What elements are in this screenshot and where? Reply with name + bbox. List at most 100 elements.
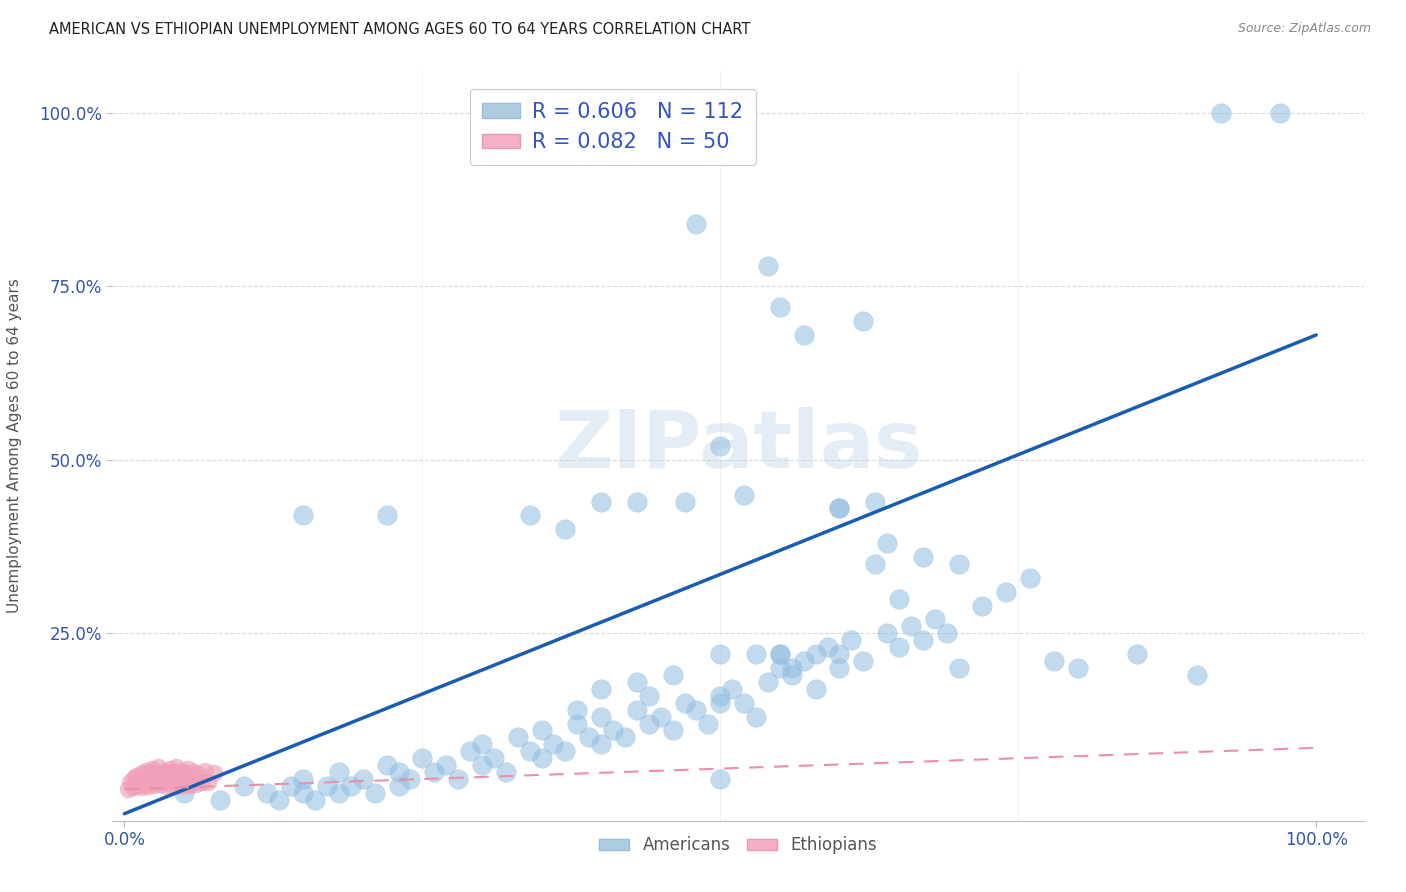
Point [852, 314, 875, 328]
Point [626, 674, 648, 689]
Point [948, 557, 970, 571]
Point [780, 668, 803, 682]
Point [434, 758, 457, 772]
Point [423, 765, 446, 780]
Point [159, 762, 181, 776]
Point [482, 751, 505, 765]
Point [554, 522, 576, 536]
Point [387, 765, 409, 780]
Point [122, 771, 145, 785]
Point [173, 778, 195, 792]
Point [578, 731, 600, 745]
Point [1126, 647, 1149, 661]
Point [128, 778, 150, 792]
Point [709, 772, 731, 786]
Point [852, 654, 875, 668]
Point [530, 723, 553, 738]
Point [756, 259, 779, 273]
Point [637, 716, 659, 731]
Point [194, 764, 217, 778]
Point [495, 765, 517, 780]
Point [256, 786, 278, 800]
Point [876, 536, 898, 550]
Point [613, 731, 636, 745]
Point [269, 793, 291, 807]
Point [169, 773, 191, 788]
Point [828, 501, 851, 516]
Point [202, 766, 225, 780]
Point [948, 661, 970, 675]
Point [173, 786, 195, 800]
Point [709, 647, 731, 661]
Point [139, 775, 162, 789]
Point [591, 681, 613, 696]
Point [471, 737, 494, 751]
Point [167, 779, 190, 793]
Point [841, 633, 863, 648]
Y-axis label: Unemployment Among Ages 60 to 64 years: Unemployment Among Ages 60 to 64 years [7, 278, 22, 614]
Point [935, 626, 957, 640]
Point [804, 681, 827, 696]
Point [352, 772, 374, 786]
Point [769, 647, 792, 661]
Point [863, 494, 886, 508]
Point [387, 779, 409, 793]
Point [733, 696, 755, 710]
Point [733, 487, 755, 501]
Point [591, 709, 613, 723]
Point [769, 661, 792, 675]
Point [167, 768, 190, 782]
Point [626, 703, 648, 717]
Point [131, 780, 153, 795]
Point [661, 723, 683, 738]
Point [471, 758, 494, 772]
Point [793, 654, 815, 668]
Point [709, 696, 731, 710]
Point [863, 557, 886, 571]
Point [1067, 661, 1090, 675]
Text: Source: ZipAtlas.com: Source: ZipAtlas.com [1237, 22, 1371, 36]
Point [1185, 668, 1208, 682]
Point [155, 766, 177, 780]
Point [173, 766, 195, 780]
Point [143, 778, 166, 792]
Point [176, 775, 198, 789]
Point [817, 640, 839, 655]
Point [176, 762, 198, 776]
Point [780, 661, 803, 675]
Point [292, 772, 315, 786]
Point [769, 647, 792, 661]
Point [399, 772, 422, 786]
Point [506, 731, 529, 745]
Point [1209, 106, 1232, 120]
Point [184, 777, 207, 791]
Point [232, 779, 254, 793]
Point [197, 774, 219, 789]
Point [447, 772, 470, 786]
Point [316, 779, 339, 793]
Point [519, 508, 541, 523]
Point [131, 766, 153, 780]
Point [709, 439, 731, 453]
Point [543, 737, 565, 751]
Point [530, 751, 553, 765]
Point [828, 647, 851, 661]
Point [304, 793, 326, 807]
Point [756, 674, 779, 689]
Point [152, 774, 174, 789]
Point [152, 764, 174, 778]
Point [567, 716, 589, 731]
Point [745, 709, 768, 723]
Legend: Americans, Ethiopians: Americans, Ethiopians [592, 830, 884, 861]
Point [519, 744, 541, 758]
Point [411, 751, 433, 765]
Point [292, 508, 315, 523]
Point [876, 626, 898, 640]
Point [149, 777, 172, 791]
Point [911, 633, 934, 648]
Point [685, 703, 707, 717]
Point [769, 300, 792, 314]
Point [136, 771, 159, 785]
Text: ZIPatlas: ZIPatlas [554, 407, 922, 485]
Point [160, 765, 183, 780]
